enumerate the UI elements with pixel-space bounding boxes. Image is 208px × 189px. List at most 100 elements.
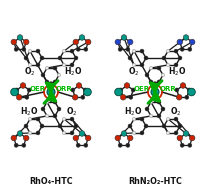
Circle shape [53,100,57,104]
Circle shape [76,143,80,147]
Circle shape [36,63,40,67]
Circle shape [23,135,29,141]
Circle shape [28,131,32,135]
Circle shape [166,117,170,121]
Circle shape [58,124,62,128]
Circle shape [144,56,148,60]
Circle shape [45,80,49,84]
Circle shape [176,94,182,100]
Circle shape [126,47,130,51]
Circle shape [57,73,61,77]
Text: H$_2$O: H$_2$O [64,66,82,78]
Circle shape [149,114,153,118]
Circle shape [149,100,153,104]
Circle shape [189,135,195,141]
Circle shape [157,80,161,84]
Circle shape [118,47,122,51]
Circle shape [140,49,144,53]
Circle shape [70,49,74,53]
Circle shape [36,131,40,135]
Circle shape [73,39,79,45]
Circle shape [187,88,191,92]
Text: O$_2$: O$_2$ [24,66,36,78]
Circle shape [178,56,182,60]
Circle shape [53,114,57,118]
Circle shape [180,83,186,88]
Circle shape [74,124,78,128]
Circle shape [85,39,91,45]
Circle shape [23,39,29,45]
Circle shape [119,88,123,92]
Circle shape [24,56,28,60]
Circle shape [174,63,178,67]
Circle shape [161,73,165,77]
Circle shape [53,80,57,84]
Circle shape [124,83,130,88]
Circle shape [129,95,133,99]
Circle shape [188,88,195,96]
Circle shape [17,131,23,136]
Circle shape [11,88,18,96]
Circle shape [127,39,133,45]
Circle shape [45,100,49,104]
Circle shape [41,107,45,111]
Text: O$_2$: O$_2$ [128,66,140,78]
Circle shape [145,107,149,111]
Circle shape [127,135,133,141]
Circle shape [22,143,26,147]
Circle shape [70,131,74,135]
Circle shape [166,49,170,53]
Circle shape [79,35,85,40]
Circle shape [72,94,78,100]
Circle shape [162,56,166,60]
Circle shape [140,131,144,135]
Circle shape [41,73,45,77]
Circle shape [132,49,136,53]
Circle shape [115,39,121,45]
Circle shape [175,88,179,92]
Circle shape [115,88,122,96]
Circle shape [157,114,161,118]
Circle shape [27,88,31,92]
Circle shape [185,95,189,99]
Circle shape [180,143,184,147]
Circle shape [28,49,32,53]
Circle shape [16,94,22,100]
Text: ORR: ORR [160,86,176,92]
Circle shape [57,107,61,111]
Circle shape [162,124,166,128]
Circle shape [115,135,121,141]
Circle shape [149,66,153,70]
Circle shape [40,56,44,60]
Circle shape [157,66,161,70]
Circle shape [85,135,91,141]
Circle shape [11,39,17,45]
Circle shape [45,66,49,70]
Circle shape [14,47,18,51]
Circle shape [79,131,85,136]
Circle shape [28,117,32,121]
Circle shape [36,117,40,121]
Circle shape [174,49,178,53]
Text: H$_2$O: H$_2$O [20,106,38,118]
Circle shape [25,95,29,99]
Circle shape [121,35,127,40]
Circle shape [177,39,183,45]
Circle shape [144,124,148,128]
Circle shape [15,88,19,92]
Circle shape [73,135,79,141]
Circle shape [177,135,183,141]
Circle shape [20,83,26,88]
Circle shape [62,63,66,67]
Circle shape [62,117,66,121]
Circle shape [178,124,182,128]
Circle shape [161,107,165,111]
Circle shape [188,143,192,147]
Text: RhN₂O₂-HTC: RhN₂O₂-HTC [128,177,182,187]
Circle shape [180,47,184,51]
Circle shape [132,63,136,67]
Circle shape [28,63,32,67]
Circle shape [149,80,153,84]
Circle shape [22,47,26,51]
Circle shape [81,95,85,99]
